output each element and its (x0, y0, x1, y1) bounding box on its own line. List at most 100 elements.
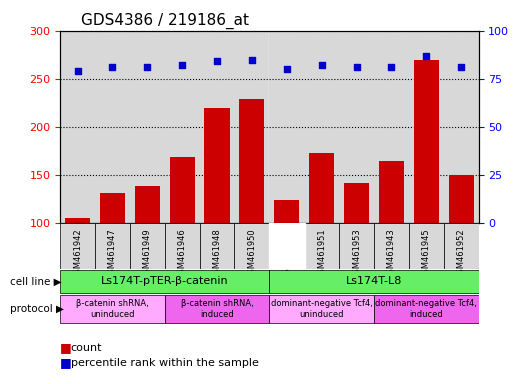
Bar (135, 186, 160, 223)
Text: β-catenin shRNA,
induced: β-catenin shRNA, induced (180, 300, 254, 319)
Bar (204, 108, 230, 223)
Bar (269, 295, 374, 323)
Bar (234, 31, 269, 223)
Bar (240, 99, 265, 223)
Text: Ls174T-L8: Ls174T-L8 (346, 276, 402, 286)
Bar (269, 223, 304, 269)
Bar (65, 218, 90, 223)
Bar (95, 31, 130, 223)
Bar (339, 31, 374, 223)
Bar (60, 223, 95, 269)
Point (248, 56, 256, 63)
Bar (100, 193, 125, 223)
Point (108, 64, 117, 70)
Bar (165, 223, 200, 269)
Bar (339, 31, 374, 223)
Text: GSM461945: GSM461945 (422, 228, 431, 279)
Bar (269, 31, 304, 223)
Bar (95, 223, 130, 269)
Bar (200, 31, 234, 223)
Bar (374, 31, 409, 223)
Text: GDS4386 / 219186_at: GDS4386 / 219186_at (81, 13, 249, 29)
Bar (304, 223, 339, 269)
Bar (269, 31, 304, 223)
Bar (374, 31, 409, 223)
Bar (130, 31, 165, 223)
Bar (444, 31, 479, 223)
Bar (234, 31, 269, 223)
Bar (409, 31, 444, 223)
Bar (344, 184, 369, 223)
Text: dominant-negative Tcf4,
induced: dominant-negative Tcf4, induced (376, 300, 477, 319)
Bar (304, 31, 339, 223)
Point (143, 64, 152, 70)
Text: GSM461946: GSM461946 (178, 228, 187, 279)
Bar (339, 223, 374, 269)
Text: GSM461953: GSM461953 (352, 228, 361, 279)
Text: ■: ■ (60, 341, 76, 354)
Point (317, 62, 326, 68)
Bar (130, 31, 165, 223)
Text: protocol ▶: protocol ▶ (10, 304, 64, 314)
Text: GSM461947: GSM461947 (108, 228, 117, 279)
Bar (165, 31, 200, 223)
Bar (269, 31, 304, 223)
Bar (95, 31, 130, 223)
Text: Ls174T-pTER-β-catenin: Ls174T-pTER-β-catenin (101, 276, 229, 286)
Text: percentile rank within the sample: percentile rank within the sample (71, 358, 258, 368)
Point (73, 68, 82, 74)
Bar (269, 31, 304, 223)
Text: GSM461951: GSM461951 (317, 228, 326, 279)
Bar (60, 295, 165, 323)
Bar (200, 31, 234, 223)
Bar (60, 31, 95, 223)
Bar (269, 31, 305, 223)
Point (387, 64, 395, 70)
Bar (304, 31, 339, 223)
Point (282, 66, 291, 72)
Point (178, 62, 186, 68)
Text: ■: ■ (60, 356, 76, 369)
Bar (444, 223, 479, 269)
Text: GSM461942: GSM461942 (73, 228, 82, 279)
Bar (374, 31, 409, 223)
Point (457, 64, 465, 70)
Bar (269, 31, 304, 223)
Bar (444, 31, 479, 223)
Bar (234, 223, 269, 269)
Point (422, 53, 430, 59)
Bar (274, 200, 299, 223)
Bar (409, 31, 444, 223)
Bar (165, 31, 200, 223)
Bar (409, 223, 444, 269)
Bar (374, 295, 479, 323)
Text: cell line ▶: cell line ▶ (10, 276, 62, 286)
Bar (449, 175, 474, 223)
Bar (309, 153, 334, 223)
Bar (269, 270, 479, 293)
Bar (60, 270, 269, 293)
Bar (304, 31, 339, 223)
Point (213, 58, 221, 65)
Bar (165, 295, 269, 323)
Bar (169, 157, 195, 223)
Bar (200, 223, 234, 269)
Text: GSM461944: GSM461944 (282, 228, 291, 279)
Text: count: count (71, 343, 102, 353)
Bar (414, 60, 439, 223)
Text: GSM461952: GSM461952 (457, 228, 465, 279)
Bar (130, 223, 165, 269)
Bar (409, 31, 444, 223)
Text: β-catenin shRNA,
uninduced: β-catenin shRNA, uninduced (76, 300, 149, 319)
Bar (444, 31, 479, 223)
Text: GSM461948: GSM461948 (212, 228, 222, 279)
Bar (374, 223, 409, 269)
Text: dominant-negative Tcf4,
uninduced: dominant-negative Tcf4, uninduced (271, 300, 372, 319)
Bar (60, 31, 95, 223)
Point (353, 64, 361, 70)
Text: GSM461950: GSM461950 (247, 228, 256, 279)
Text: GSM461949: GSM461949 (143, 228, 152, 279)
Bar (379, 161, 404, 223)
Text: GSM461943: GSM461943 (387, 228, 396, 279)
Bar (269, 223, 305, 269)
